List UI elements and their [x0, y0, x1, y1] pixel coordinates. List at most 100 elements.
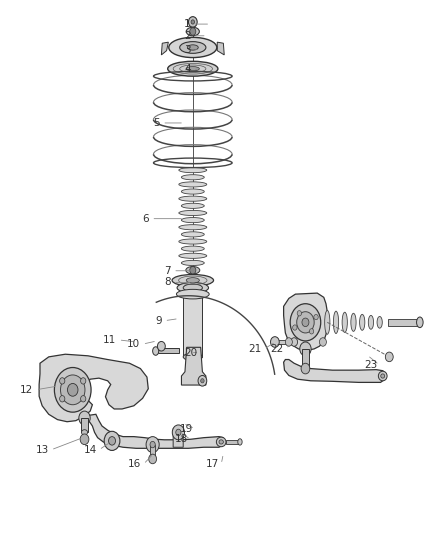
Bar: [158, 349, 179, 353]
Ellipse shape: [183, 353, 202, 361]
Ellipse shape: [186, 27, 199, 36]
Circle shape: [293, 325, 297, 330]
Circle shape: [81, 395, 86, 402]
Polygon shape: [284, 293, 327, 351]
Ellipse shape: [183, 284, 202, 292]
Text: 22: 22: [270, 344, 284, 354]
Circle shape: [150, 441, 155, 448]
Ellipse shape: [216, 437, 226, 447]
Ellipse shape: [181, 217, 204, 223]
Polygon shape: [161, 42, 168, 55]
Ellipse shape: [186, 266, 200, 274]
Circle shape: [80, 434, 89, 445]
Polygon shape: [81, 414, 223, 448]
Ellipse shape: [417, 317, 423, 328]
Circle shape: [157, 342, 165, 351]
Ellipse shape: [179, 196, 207, 201]
Polygon shape: [181, 348, 206, 385]
Circle shape: [314, 314, 318, 320]
Ellipse shape: [377, 317, 382, 328]
Circle shape: [302, 318, 309, 327]
Ellipse shape: [219, 440, 223, 444]
Ellipse shape: [179, 225, 207, 230]
Circle shape: [60, 378, 65, 384]
Polygon shape: [284, 360, 386, 382]
Circle shape: [309, 329, 314, 334]
Ellipse shape: [360, 314, 365, 330]
Circle shape: [54, 368, 91, 412]
Circle shape: [201, 378, 204, 383]
Ellipse shape: [186, 67, 199, 71]
Circle shape: [191, 20, 194, 24]
Circle shape: [149, 454, 156, 464]
Circle shape: [190, 28, 196, 35]
Ellipse shape: [181, 246, 204, 251]
Circle shape: [81, 378, 86, 384]
Bar: [150, 445, 155, 458]
Ellipse shape: [181, 203, 204, 208]
Text: 23: 23: [364, 360, 377, 370]
Circle shape: [290, 304, 321, 341]
Polygon shape: [173, 426, 183, 447]
Circle shape: [104, 431, 120, 450]
Text: 7: 7: [164, 266, 171, 276]
Text: 5: 5: [153, 118, 160, 128]
Bar: [302, 349, 308, 368]
Circle shape: [146, 437, 159, 453]
Text: 14: 14: [84, 445, 97, 455]
Ellipse shape: [169, 37, 217, 58]
Circle shape: [190, 266, 196, 274]
Bar: [226, 440, 239, 443]
Text: 16: 16: [128, 459, 141, 469]
Text: 3: 3: [184, 45, 191, 54]
Ellipse shape: [177, 289, 209, 299]
Text: 9: 9: [155, 316, 162, 326]
Ellipse shape: [181, 189, 204, 194]
Ellipse shape: [181, 175, 204, 180]
Bar: [81, 418, 88, 432]
Bar: [276, 340, 294, 344]
Circle shape: [300, 342, 311, 356]
Text: 17: 17: [206, 459, 219, 469]
Ellipse shape: [351, 313, 356, 332]
Ellipse shape: [179, 239, 207, 244]
Circle shape: [290, 338, 297, 346]
Circle shape: [385, 352, 393, 362]
Text: 12: 12: [20, 385, 33, 395]
Ellipse shape: [381, 374, 385, 378]
Ellipse shape: [181, 260, 204, 265]
Ellipse shape: [179, 182, 207, 187]
Ellipse shape: [333, 311, 339, 334]
Ellipse shape: [187, 45, 198, 50]
Ellipse shape: [179, 211, 207, 215]
Circle shape: [79, 411, 90, 425]
Circle shape: [60, 375, 85, 405]
Ellipse shape: [238, 439, 242, 445]
Circle shape: [188, 17, 197, 27]
Ellipse shape: [179, 167, 207, 173]
Ellipse shape: [152, 347, 159, 356]
Polygon shape: [217, 42, 224, 55]
Text: 20: 20: [184, 348, 197, 358]
Ellipse shape: [172, 274, 214, 286]
Text: 2: 2: [184, 31, 191, 41]
Circle shape: [271, 337, 279, 348]
Circle shape: [297, 311, 301, 316]
Circle shape: [297, 312, 314, 333]
Bar: [389, 319, 418, 326]
Ellipse shape: [180, 42, 206, 53]
Ellipse shape: [368, 316, 374, 329]
Polygon shape: [183, 288, 202, 357]
Circle shape: [198, 375, 207, 386]
Circle shape: [319, 338, 326, 346]
Text: 10: 10: [127, 339, 141, 349]
Polygon shape: [39, 354, 148, 422]
Text: 4: 4: [184, 64, 191, 74]
Ellipse shape: [342, 312, 347, 333]
Ellipse shape: [181, 232, 204, 237]
Circle shape: [67, 383, 78, 396]
Text: 11: 11: [103, 335, 117, 345]
Circle shape: [286, 338, 292, 346]
Polygon shape: [294, 294, 317, 310]
Ellipse shape: [168, 61, 218, 76]
